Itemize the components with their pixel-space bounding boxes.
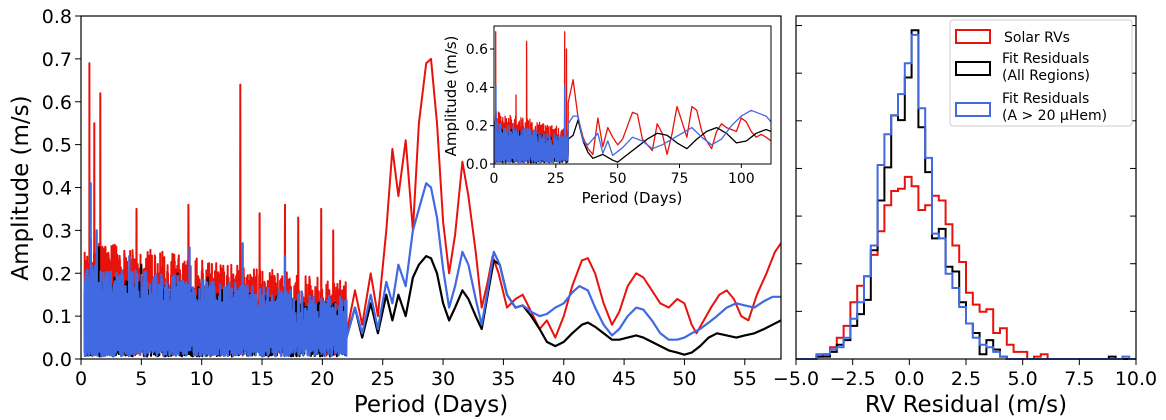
inset-plot-frame [493, 25, 772, 165]
histogram-x-tick-label: 2.5 [951, 368, 981, 390]
inset-y-tick-label: 0.4 [466, 80, 488, 96]
inset-series-a20 [494, 84, 771, 164]
main-x-tick-label: 50 [672, 368, 696, 390]
main-x-axis-label: Period (Days) [354, 392, 508, 418]
histogram-x-tick-label: 10.0 [1115, 368, 1157, 390]
main-y-axis-label: Amplitude (m/s) [8, 95, 34, 280]
legend-label-a20-line2: (A > 20 μHem) [1002, 108, 1107, 124]
histogram-panel: −5.0 −2.5 0.0 2.5 5.0 7.5 10.0 RV Residual (m/… [773, 15, 1157, 418]
inset-x-tick-label: 75 [671, 171, 689, 187]
inset-x-tick-label: 0 [490, 171, 499, 187]
main-x-tick-label: 30 [431, 368, 455, 390]
main-y-tick-label: 0.6 [42, 92, 72, 114]
main-x-ticks: 0 5 10 15 20 25 30 35 40 45 50 55 [75, 359, 757, 390]
legend-label-solar: Solar RVs [1004, 30, 1070, 46]
histogram-step-solar-rvs [796, 175, 1136, 360]
histogram-y-ticks [796, 25, 1136, 360]
inset-y-tick-label: 0.2 [466, 119, 488, 135]
main-y-tick-label: 0.3 [42, 220, 72, 242]
histogram-x-axis-label: RV Residual (m/s) [865, 392, 1067, 418]
inset-periodogram-panel: 0 25 50 75 100 0.0 0.2 0.4 0.6 Period (Days) Am… [442, 25, 772, 207]
histogram-x-tick-label: 0.0 [894, 368, 924, 390]
main-x-tick-label: 5 [135, 368, 147, 390]
inset-y-axis-label: Amplitude (m/s) [442, 36, 460, 157]
main-x-tick-label: 15 [250, 368, 274, 390]
inset-y-ticks: 0.0 0.2 0.4 0.6 [466, 42, 494, 173]
histogram-x-tick-label: 5.0 [1008, 368, 1038, 390]
main-y-tick-label: 0.2 [42, 263, 72, 285]
inset-y-tick-label: 0.6 [466, 42, 488, 58]
main-periodogram-panel: 0 5 10 15 20 25 30 35 40 45 50 55 0.00.10.20.30.40.… [8, 6, 782, 418]
main-x-tick-label: 10 [190, 368, 214, 390]
legend-label-all-regions-line1: Fit Residuals [1002, 51, 1089, 67]
main-y-tick-label: 0.4 [42, 178, 72, 200]
histogram-x-tick-label: 7.5 [1064, 368, 1094, 390]
histogram-x-tick-label: −2.5 [830, 368, 876, 390]
main-x-tick-label: 35 [491, 368, 515, 390]
inset-series-group [494, 31, 771, 164]
histogram-x-tick-label: −5.0 [773, 368, 819, 390]
main-x-tick-label: 45 [612, 368, 636, 390]
main-y-ticks: 0.0 0.1 0.2 0.3 0.4 0.5 0.6 0.7 0.8 [42, 6, 81, 371]
legend-frame [949, 19, 1133, 127]
histogram-legend: Solar RVs Fit Residuals (All Regions) Fi… [949, 19, 1133, 127]
main-y-tick-label: 0.8 [42, 6, 72, 28]
main-x-tick-label: 55 [733, 368, 757, 390]
inset-y-tick-label: 0.0 [466, 157, 488, 173]
inset-x-axis-label: Period (Days) [582, 189, 683, 207]
main-y-tick-label: 0.5 [42, 135, 72, 157]
histogram-x-ticks: −5.0 −2.5 0.0 2.5 5.0 7.5 10.0 [773, 359, 1157, 390]
legend-swatch-solar [955, 29, 991, 44]
main-y-tick-label: 0.1 [42, 306, 72, 328]
main-series-a20 [83, 182, 781, 358]
inset-x-tick-label: 100 [728, 171, 755, 187]
main-series-group [83, 57, 781, 358]
legend-label-all-regions-line2: (All Regions) [1002, 68, 1090, 84]
main-x-tick-label: 25 [371, 368, 395, 390]
legend-label-a20-line1: Fit Residuals [1002, 91, 1089, 107]
inset-x-ticks: 0 25 50 75 100 [490, 164, 755, 187]
main-x-tick-label: 0 [75, 368, 87, 390]
legend-swatch-all-regions [955, 61, 991, 76]
main-x-tick-label: 20 [310, 368, 334, 390]
main-y-tick-label: 0.0 [42, 349, 72, 371]
legend-swatch-a20 [955, 102, 991, 117]
inset-x-tick-label: 50 [609, 171, 627, 187]
main-y-tick-label: 0.7 [42, 49, 72, 71]
inset-x-tick-label: 25 [547, 171, 565, 187]
main-x-tick-label: 40 [552, 368, 576, 390]
